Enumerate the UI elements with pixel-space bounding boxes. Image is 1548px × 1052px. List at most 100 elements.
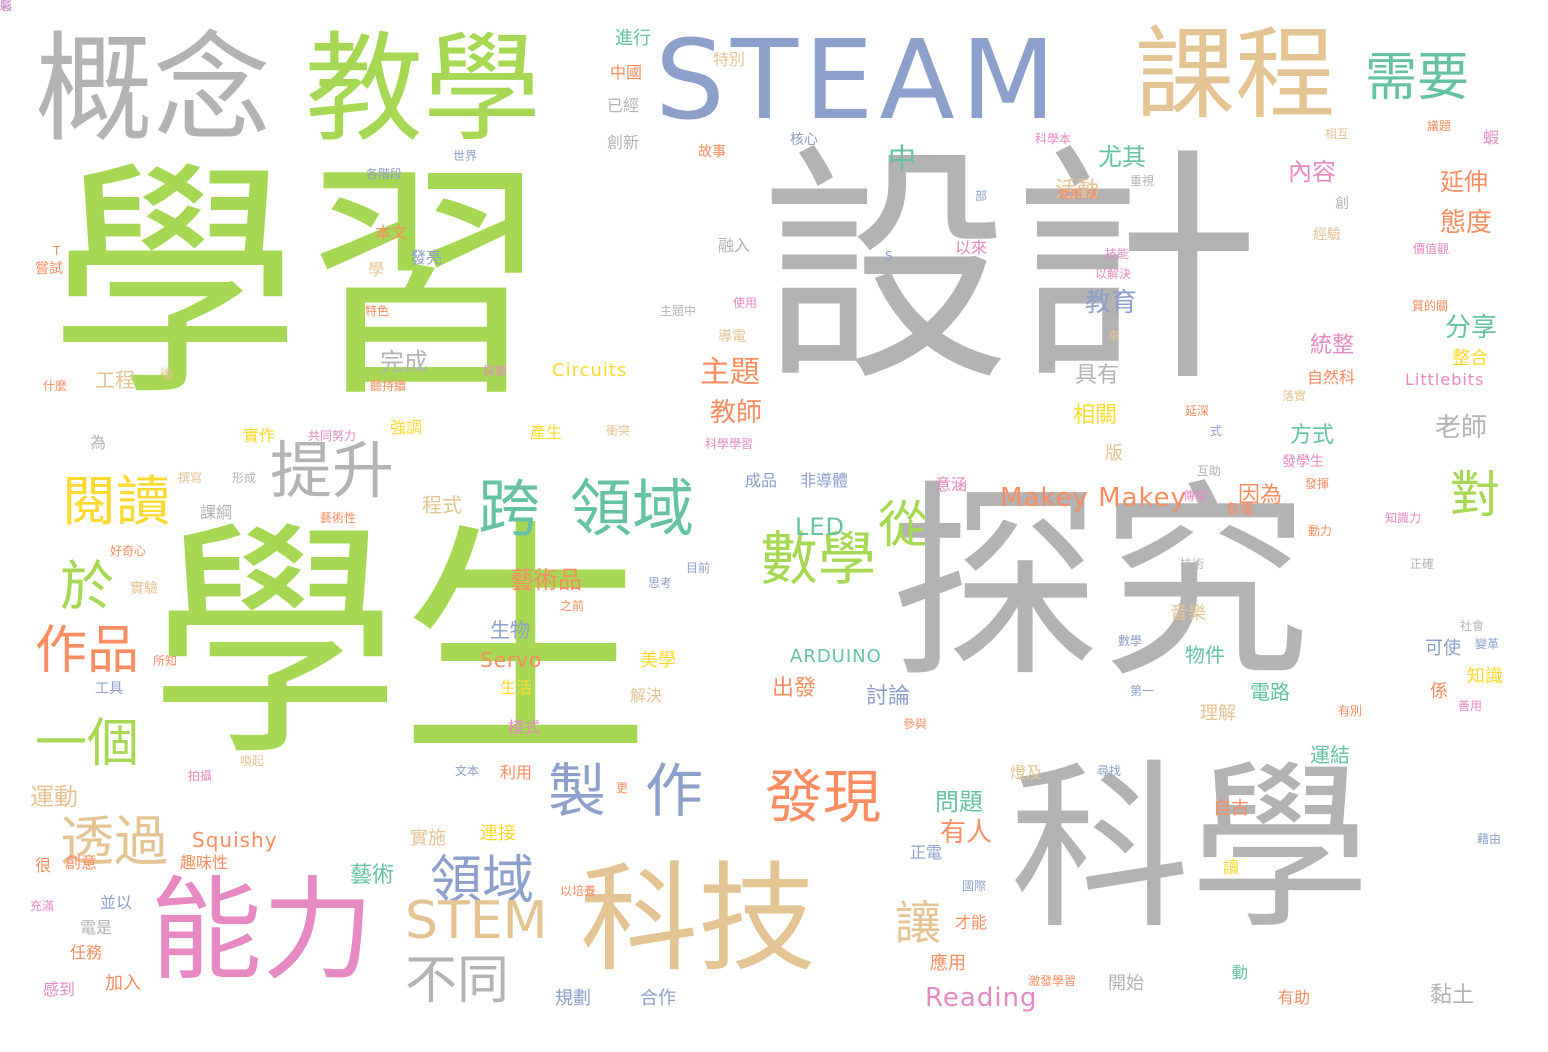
word: 工程	[95, 368, 135, 392]
word: 撰寫	[178, 471, 203, 485]
word: 分享	[1445, 313, 1498, 343]
word: 整合	[1452, 348, 1488, 369]
word: 蝦	[1483, 128, 1500, 147]
word: 嘗試	[35, 261, 63, 277]
word: 教育	[1085, 288, 1138, 318]
word: 實驗	[130, 581, 158, 597]
word: 相關	[1073, 403, 1118, 428]
word: 激發學習	[1028, 974, 1077, 988]
word: 應用	[930, 953, 966, 974]
word: 知識力	[1385, 511, 1422, 525]
word: 以培養	[560, 884, 597, 898]
word: 互助	[1197, 464, 1222, 478]
word-xuesheng: 學生	[150, 499, 650, 790]
word: 強調	[390, 418, 423, 437]
word-xuexi: 學習	[50, 139, 550, 430]
word: 參與	[903, 717, 928, 731]
word: 內容	[1288, 158, 1336, 186]
word: 探索	[483, 364, 508, 378]
word: 開始	[1108, 973, 1144, 994]
word: 來	[1108, 329, 1121, 343]
word-jiaoxue: 教學	[305, 20, 542, 158]
word-keji: 科技	[580, 850, 817, 988]
word: 模式	[508, 718, 541, 737]
word: 聽持續	[370, 379, 407, 393]
word: 趣味性	[180, 853, 229, 872]
word: 衝突	[606, 424, 631, 438]
word: 什麼	[43, 379, 68, 393]
word: 好奇心	[110, 544, 147, 558]
word-reading: Reading	[925, 983, 1038, 1013]
word: 特別	[713, 50, 746, 69]
word: 物件	[1185, 643, 1225, 667]
word: 程式	[422, 493, 462, 517]
word: 意涵	[935, 475, 968, 494]
word-zhi: 製	[548, 757, 607, 825]
word: 生物	[490, 618, 530, 642]
word: 規劃	[555, 988, 591, 1009]
word: 喚起	[240, 754, 265, 768]
word: 拍攝	[188, 769, 213, 783]
word: 創	[1335, 196, 1349, 212]
word-faxian: 發現	[765, 763, 882, 831]
word: 很	[35, 856, 52, 875]
word: 藉由	[1477, 832, 1502, 846]
word: 有助	[1278, 988, 1311, 1007]
word: 中	[888, 142, 917, 175]
word: 以來	[955, 238, 988, 257]
word: 發學生	[1282, 454, 1324, 470]
word: 充滿	[30, 899, 55, 913]
word: 使用 成	[1058, 187, 1098, 201]
word: 傳授	[1183, 489, 1208, 503]
word: 尤其	[1098, 143, 1146, 171]
word: 任務	[70, 943, 103, 962]
word: 電路	[1250, 680, 1290, 704]
word: 第一	[1130, 684, 1155, 698]
word-yuedu: 閱讀	[62, 470, 170, 533]
word: 落實	[1282, 389, 1307, 403]
word: 藝術性	[320, 511, 357, 525]
word: 科學學習	[705, 437, 754, 451]
word-steam: STEAM	[655, 16, 1062, 144]
word: 尋找	[1097, 764, 1122, 778]
word: 部	[975, 189, 988, 203]
word: 延伸	[1440, 168, 1488, 196]
word: 重視	[1130, 174, 1155, 188]
word-sheji: 設計	[760, 124, 1260, 415]
word: 核心	[790, 132, 818, 148]
word: 討論	[866, 684, 911, 709]
word: S	[885, 249, 893, 263]
word-lingyu-blue: 領域	[430, 851, 535, 911]
word: 工具	[95, 681, 123, 697]
word: 問題	[935, 788, 983, 816]
word-kexue: 科學	[1010, 745, 1371, 954]
word: 以解決	[1095, 267, 1132, 281]
word: 相互	[1325, 127, 1350, 141]
word-servo: Servo	[480, 648, 543, 672]
word: 才能	[955, 913, 988, 932]
word: 可使	[1425, 638, 1461, 659]
word: 更	[616, 781, 629, 795]
word: 老師	[1435, 413, 1488, 443]
word: 理解	[1200, 703, 1236, 724]
word: 具有	[1075, 363, 1120, 388]
word: 正電	[910, 843, 943, 862]
word-kecheng: 課程	[1135, 16, 1335, 133]
word: 創意	[65, 853, 98, 872]
word: 形成	[232, 471, 257, 485]
word-tisheng: 提升	[270, 434, 395, 507]
word: 態度	[1440, 208, 1493, 238]
word-led: LED	[795, 513, 846, 541]
word-butong: 不同	[405, 951, 510, 1011]
word: 技術	[1180, 557, 1205, 571]
word-kua: 跨	[478, 472, 541, 545]
word: 創新	[607, 133, 640, 152]
word: 連接	[480, 823, 516, 844]
word: 所知	[153, 654, 178, 668]
word: 版	[1105, 443, 1123, 464]
word: 燈及	[1010, 763, 1043, 782]
word: 音樂	[1170, 603, 1206, 624]
word: 生活	[500, 678, 533, 697]
word-touguo: 透過	[60, 810, 168, 873]
